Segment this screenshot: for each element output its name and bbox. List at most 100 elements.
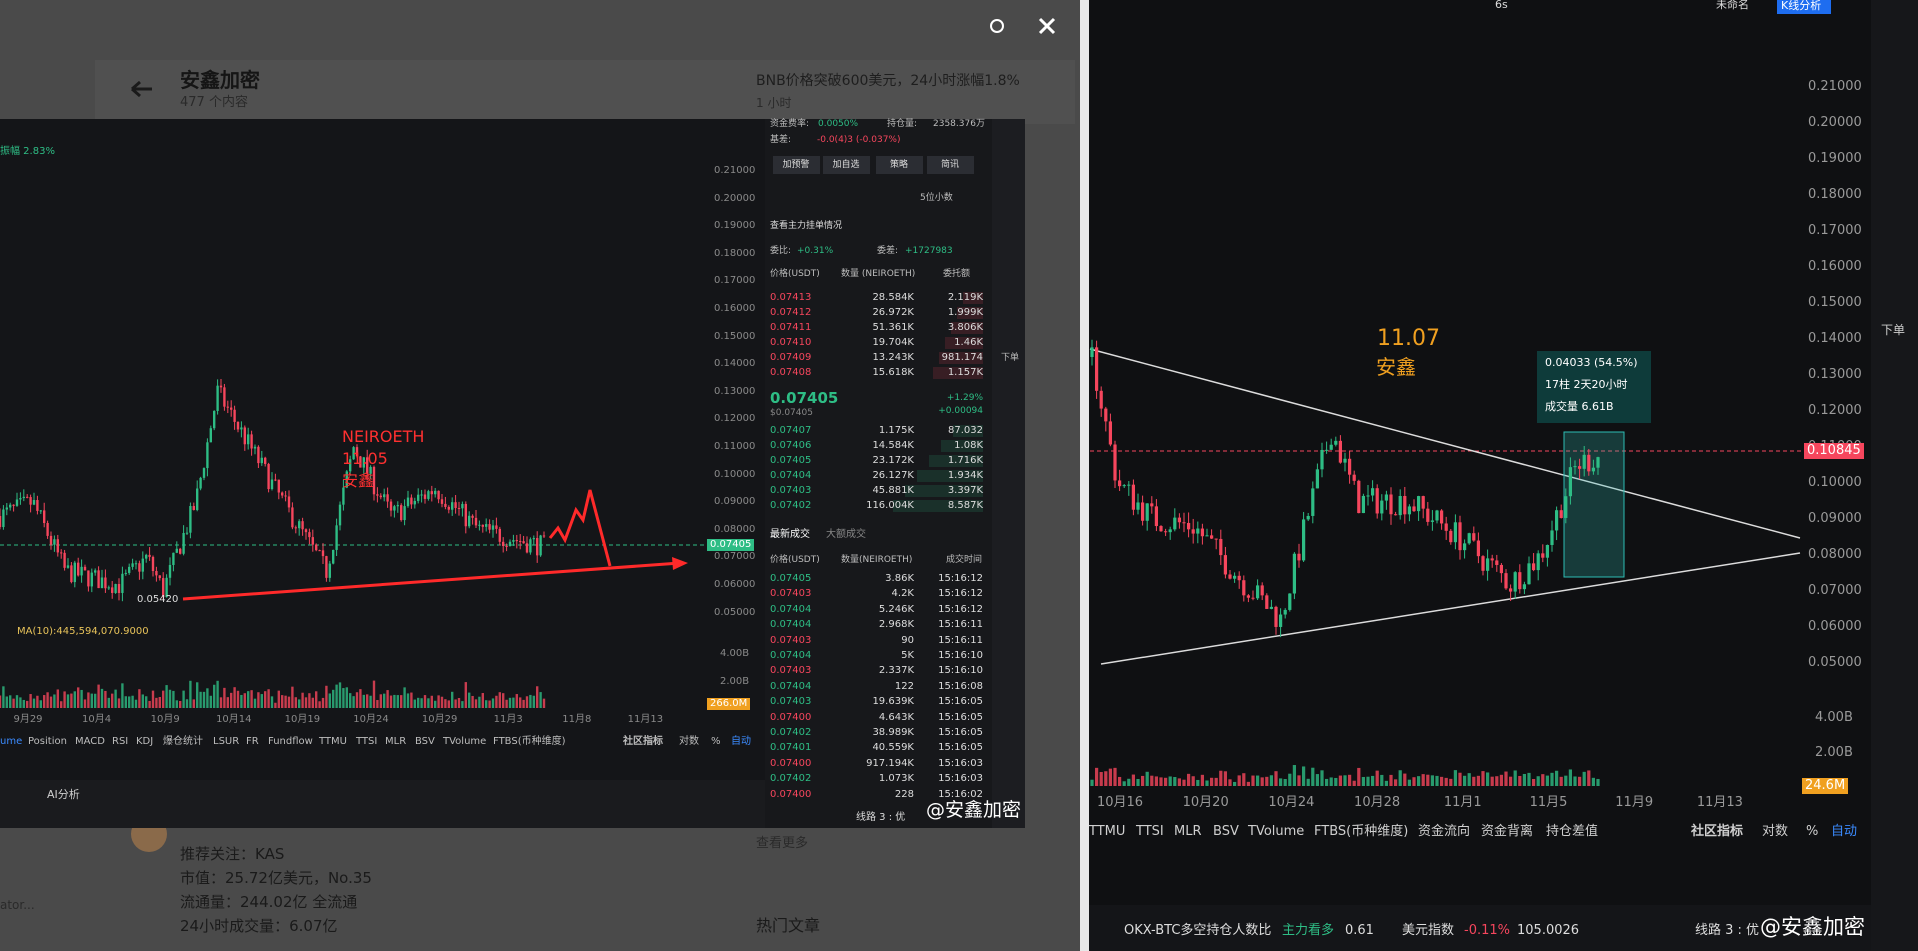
volume-bar (1186, 773, 1191, 786)
indicator-tab[interactable]: KDJ (136, 736, 154, 747)
kline-button[interactable] (1777, 0, 1831, 14)
chart-option[interactable]: 社区指标 (1691, 824, 1744, 840)
date-tick: 10月4 (82, 714, 112, 725)
dxy-label: 美元指数 (1402, 923, 1455, 939)
volume-bar (461, 701, 464, 708)
candle (434, 490, 437, 495)
indicator-tab[interactable]: ume (0, 736, 23, 747)
indicator-tab[interactable]: 持仓差值 (1546, 824, 1599, 840)
price-tick: 0.09000 (1808, 511, 1862, 527)
indicator-tab[interactable]: FTBS(币种维度) (1314, 824, 1409, 840)
candle (498, 528, 501, 542)
volume-bar (148, 700, 151, 708)
volume-bar (345, 687, 348, 708)
indicator-tab[interactable]: TTSI (356, 736, 378, 747)
volume-current: 24.6M (1802, 778, 1849, 794)
indicator-tab[interactable]: Position (28, 736, 67, 747)
zoom[interactable] (990, 19, 1004, 33)
indicator-tab[interactable]: 爆仓统计 (163, 736, 203, 747)
button[interactable]: 加自选 (832, 159, 860, 170)
indicator-tab[interactable]: BSV (415, 736, 435, 747)
volume-bar (1301, 766, 1306, 786)
trend-arrow (182, 561, 681, 601)
order-button[interactable]: 下单 (1000, 352, 1020, 363)
ai-analysis[interactable]: AI分析 (47, 788, 80, 802)
volume-bar (39, 700, 42, 708)
candle (325, 556, 328, 578)
watermark: @安鑫加密 (926, 798, 1022, 821)
indicator-tab[interactable]: MLR (385, 736, 407, 747)
chart-option[interactable]: 自动 (731, 736, 751, 747)
kline-analysis[interactable]: K线分析 (1781, 0, 1822, 13)
candle (1550, 530, 1554, 545)
volume-bar (1554, 770, 1559, 786)
candle (209, 428, 212, 443)
interval: 6s (1495, 0, 1508, 12)
chart-option[interactable]: 自动 (1831, 824, 1858, 840)
order-button[interactable]: 下单 (1880, 322, 1906, 337)
candle (124, 572, 127, 574)
indicator-tab[interactable]: 资金背离 (1481, 824, 1534, 840)
volume-bar (1449, 778, 1453, 786)
trade-tab[interactable]: 大额成交 (826, 529, 866, 540)
candle (1499, 564, 1504, 574)
indicator-tab[interactable]: Fundflow (268, 736, 313, 747)
chart-option[interactable]: 对数 (1762, 824, 1789, 840)
volume-bar (192, 699, 195, 708)
volume-bar (342, 688, 345, 708)
volume-bar (1117, 776, 1122, 786)
main-orders[interactable]: 查看主力挂单情况 (770, 220, 843, 231)
candle (233, 409, 236, 422)
indicator-tab[interactable]: FR (246, 736, 259, 747)
volume-bar (9, 695, 12, 708)
info-line: 流通量：244.02亿 全流通 (180, 893, 358, 911)
candle (437, 490, 440, 500)
price-tick: 0.20000 (714, 192, 756, 204)
divider (1080, 0, 1089, 951)
decimals[interactable]: 5位小数 (920, 192, 953, 203)
button[interactable]: 策略 (889, 159, 909, 170)
candle (0, 516, 2, 528)
volume-bar (1357, 767, 1361, 786)
indicator-tab[interactable]: LSUR (213, 736, 240, 747)
volume-bar (230, 692, 233, 708)
trade-price: 0.07400 (770, 711, 812, 723)
button[interactable]: 简讯 (940, 159, 960, 170)
button[interactable]: 加预警 (782, 159, 810, 170)
indicator-tab[interactable]: FTBS(币种维度) (493, 736, 566, 747)
layout-name[interactable]: 未命名 (1716, 0, 1749, 12)
indicator-tab[interactable]: MACD (75, 736, 105, 747)
trade-qty: 5K (901, 650, 914, 661)
trade-price: 0.07402 (770, 773, 812, 785)
indicator-tab[interactable]: TTMU (319, 736, 347, 747)
header: 数量(NEIROETH) (841, 554, 913, 565)
depth-bar (917, 470, 983, 482)
candle (454, 502, 457, 508)
indicator-tab[interactable]: BSV (1213, 824, 1239, 840)
candle (179, 548, 182, 554)
back-arrow[interactable] (131, 80, 152, 98)
close[interactable] (1038, 17, 1056, 35)
indicator-tab[interactable]: TVolume (1248, 824, 1305, 840)
indicator-tab[interactable]: TTMU (1089, 824, 1126, 840)
candle (522, 541, 525, 544)
chart-option[interactable]: 社区指标 (623, 736, 663, 747)
indicator-tab[interactable]: TTSI (1136, 824, 1164, 840)
volume-bar (1242, 773, 1246, 786)
trade-time: 15:16:05 (938, 742, 983, 754)
chart-option[interactable]: % (1806, 824, 1819, 840)
indicator-tab[interactable]: MLR (1174, 824, 1202, 840)
candle (298, 521, 301, 529)
more-link[interactable]: 查看更多 (756, 836, 809, 852)
volume-bar (1403, 773, 1407, 786)
chart-option[interactable]: % (711, 736, 721, 747)
indicator-tab[interactable]: TVolume (443, 736, 487, 747)
candle (36, 500, 39, 511)
indicator-tab[interactable]: 资金流向 (1418, 824, 1471, 840)
chart-option[interactable]: 对数 (679, 736, 699, 747)
indicator-tab[interactable]: RSI (112, 736, 129, 747)
depth-bar (939, 352, 983, 364)
volume-bar (464, 682, 467, 708)
trade-tab[interactable]: 最新成交 (770, 529, 810, 540)
date-tick: 11月13 (627, 714, 664, 725)
